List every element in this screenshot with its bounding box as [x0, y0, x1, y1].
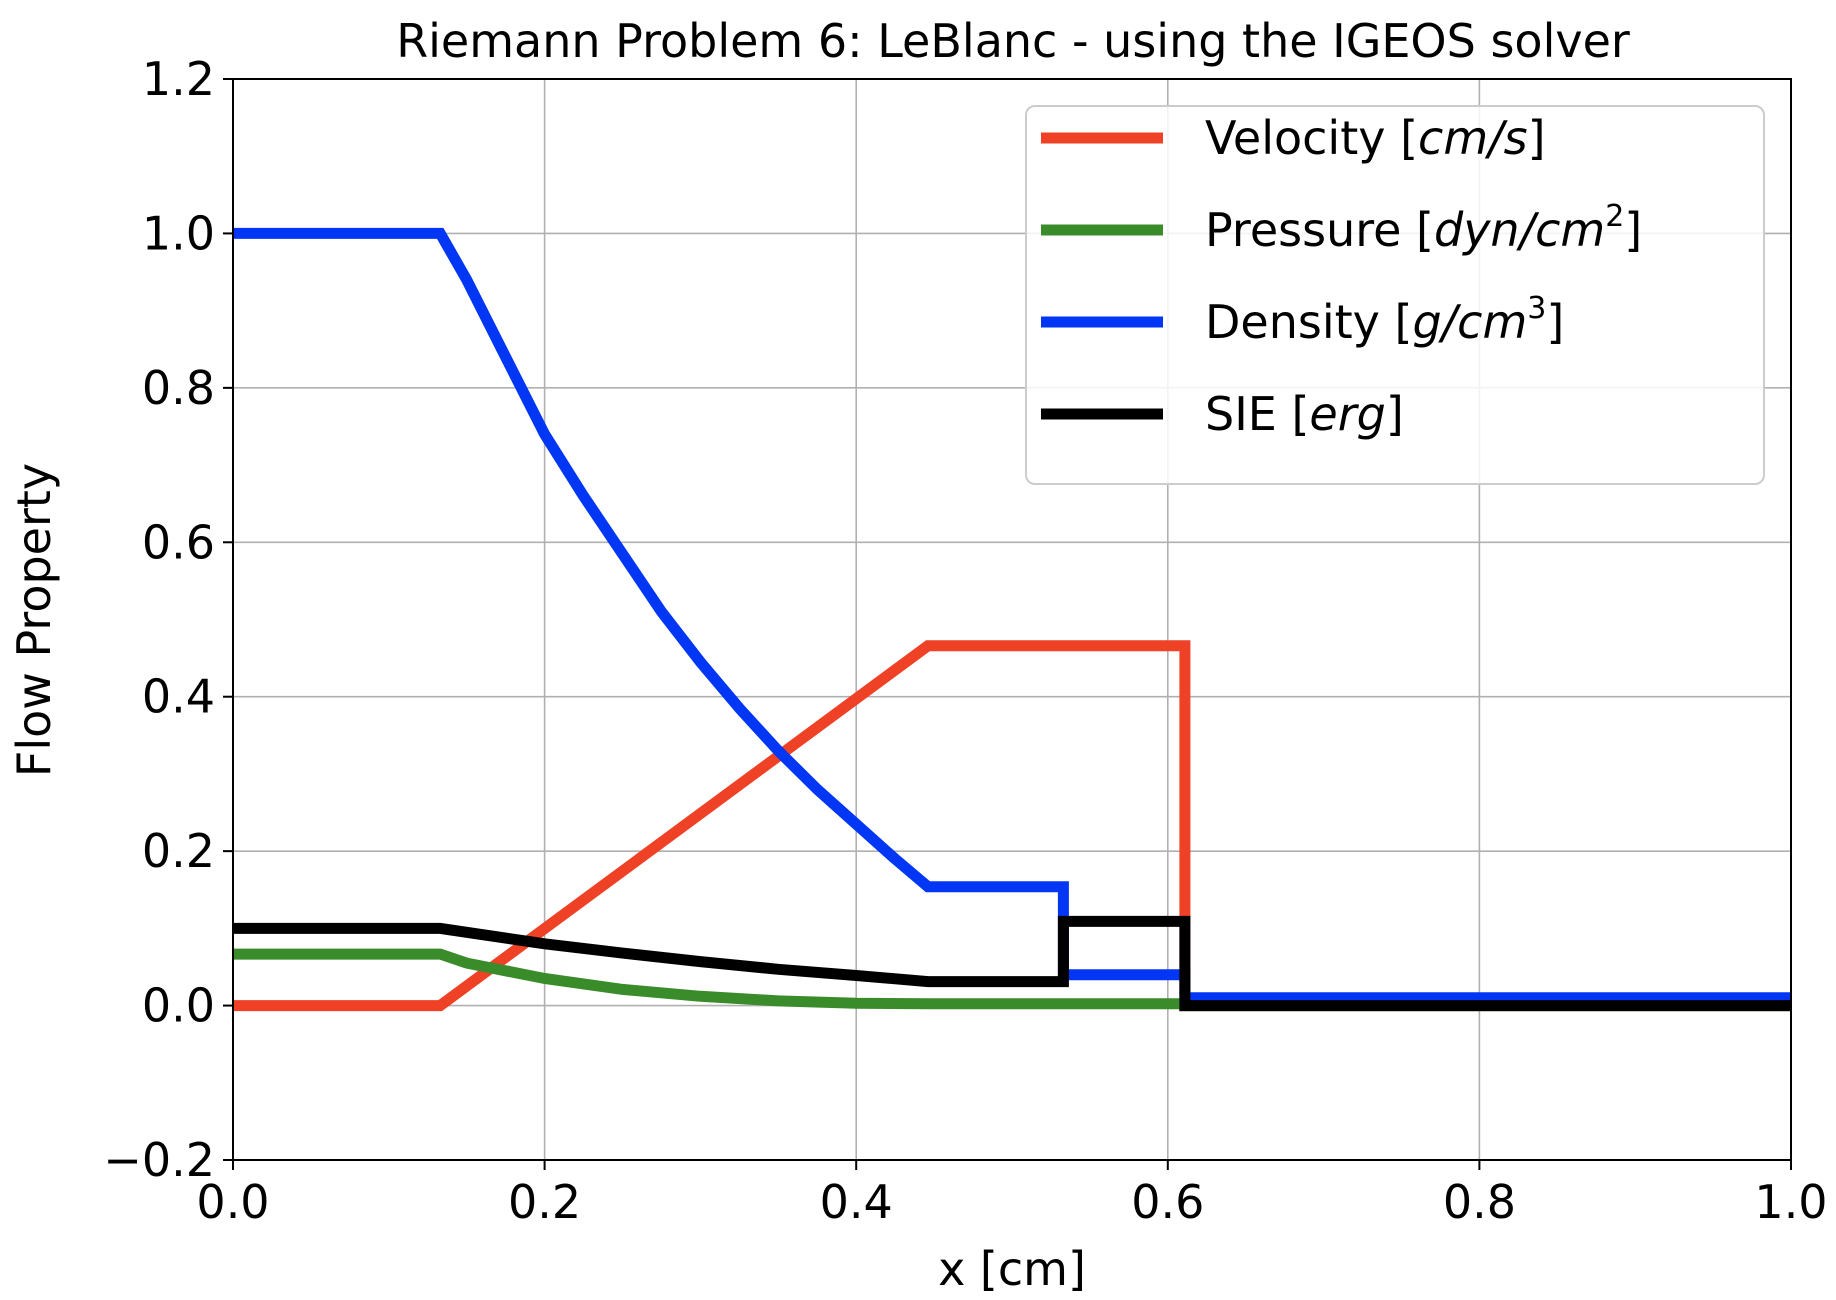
legend: Velocity [cm/s] Pressure [dyn/cm2] Density…: [1025, 105, 1765, 485]
x-tick-label: 0.2: [508, 1175, 581, 1229]
y-tick-label: 0.6: [142, 515, 215, 569]
legend-label-velocity: Velocity [cm/s]: [1205, 111, 1546, 165]
y-tick-label: −0.2: [103, 1133, 215, 1187]
series-line-sie: [233, 915, 1791, 1012]
legend-label-density: Density [g/cm3]: [1205, 291, 1564, 349]
series-group: [233, 227, 1791, 1012]
legend-label-sie: SIE [erg]: [1205, 387, 1404, 441]
x-tick-label: 1.0: [1754, 1175, 1827, 1229]
y-tick-label: 1.2: [142, 52, 215, 106]
y-tick-label: 1.0: [142, 206, 215, 260]
x-axis-label: x [cm]: [938, 1242, 1086, 1296]
x-tick-label: 0.4: [820, 1175, 893, 1229]
ticks: 0.0 0.2 0.4 0.6 0.8 1.0−0.20.00.20.40.60.81.0…: [103, 52, 1827, 1229]
chart-title: Riemann Problem 6: LeBlanc - using the I…: [396, 14, 1630, 68]
x-tick-label: 0.0: [196, 1175, 269, 1229]
y-axis-label: Flow Property: [7, 463, 61, 777]
y-tick-label: 0.4: [142, 670, 215, 724]
y-tick-label: 0.2: [142, 824, 215, 878]
legend-label-pressure: Pressure [dyn/cm2]: [1205, 199, 1642, 257]
x-tick-label: 0.6: [1131, 1175, 1204, 1229]
y-tick-label: 0.0: [142, 979, 215, 1033]
legend-frame: [1025, 105, 1765, 485]
x-tick-label: 0.8: [1443, 1175, 1516, 1229]
plot-frame: [232, 78, 1792, 1161]
y-tick-label: 0.8: [142, 361, 215, 415]
